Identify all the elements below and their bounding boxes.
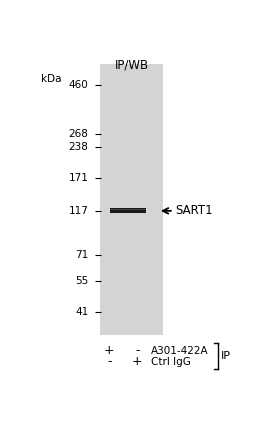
Text: IP: IP — [220, 351, 230, 361]
Text: 268: 268 — [69, 129, 89, 139]
Text: +: + — [132, 355, 143, 368]
Text: 238: 238 — [69, 142, 89, 152]
Text: A301-422A: A301-422A — [151, 346, 209, 356]
Text: +: + — [104, 344, 115, 357]
Bar — [110, 209, 146, 210]
Text: IP/WB: IP/WB — [115, 58, 149, 71]
Text: -: - — [135, 344, 140, 357]
Text: 55: 55 — [75, 276, 89, 286]
Text: -: - — [107, 355, 112, 368]
Text: 117: 117 — [69, 206, 89, 216]
Text: kDa: kDa — [41, 74, 61, 84]
Text: 171: 171 — [69, 173, 89, 183]
Text: SART1: SART1 — [175, 204, 212, 218]
Text: Ctrl IgG: Ctrl IgG — [151, 357, 191, 367]
Text: 71: 71 — [75, 250, 89, 260]
Text: 460: 460 — [69, 80, 89, 90]
Bar — [110, 208, 146, 213]
Text: 41: 41 — [75, 307, 89, 317]
Bar — [100, 64, 163, 335]
